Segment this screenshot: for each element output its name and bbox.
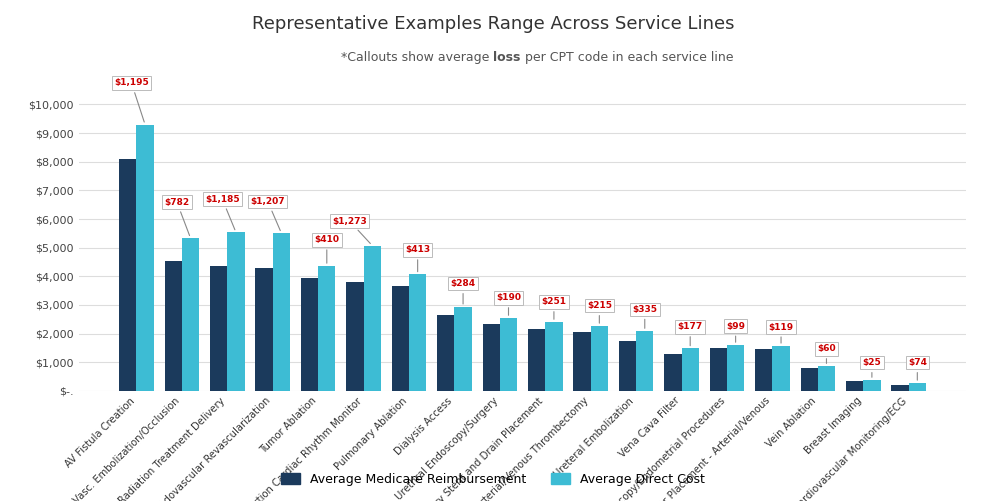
Text: $410: $410 (315, 235, 339, 263)
Bar (391, 286, 409, 391)
Bar (772, 346, 790, 391)
Text: Representative Examples Range Across Service Lines: Representative Examples Range Across Ser… (251, 15, 735, 33)
Text: $119: $119 (768, 323, 794, 343)
Bar (545, 322, 563, 391)
Text: $413: $413 (405, 245, 430, 272)
Text: loss: loss (493, 51, 521, 64)
Bar (619, 341, 636, 391)
Bar (846, 381, 864, 391)
Bar (437, 315, 455, 391)
Bar (346, 282, 364, 391)
Bar (864, 380, 880, 391)
Bar (210, 266, 228, 391)
Bar (891, 385, 909, 391)
Text: $782: $782 (165, 197, 189, 235)
Text: $215: $215 (587, 301, 612, 323)
Bar (665, 354, 681, 391)
Bar (318, 266, 335, 391)
Bar (528, 329, 545, 391)
Bar (681, 349, 699, 391)
Text: $1,207: $1,207 (250, 197, 285, 230)
Text: $60: $60 (817, 344, 836, 363)
Text: $335: $335 (632, 305, 658, 328)
Bar (591, 326, 608, 391)
Bar (364, 245, 381, 391)
Bar (181, 238, 199, 391)
Text: $251: $251 (541, 297, 566, 319)
Bar (727, 345, 744, 391)
Legend: Average Medicare Reimbursement, Average Direct Cost: Average Medicare Reimbursement, Average … (277, 469, 709, 490)
Bar (119, 159, 136, 391)
Bar (500, 318, 517, 391)
Text: $1,273: $1,273 (332, 216, 371, 243)
Bar (755, 349, 772, 391)
Text: $190: $190 (496, 293, 521, 315)
Bar (574, 332, 591, 391)
Text: *Callouts show average: *Callouts show average (340, 51, 493, 64)
Bar (482, 324, 500, 391)
Bar (255, 268, 273, 391)
Text: $284: $284 (451, 279, 475, 304)
Text: per CPT code in each service line: per CPT code in each service line (521, 51, 734, 64)
Bar (228, 232, 245, 391)
Bar (710, 348, 727, 391)
Bar (636, 331, 654, 391)
Bar (801, 368, 817, 391)
Bar (165, 261, 181, 391)
Bar (273, 233, 290, 391)
Text: $99: $99 (726, 322, 745, 342)
Text: $25: $25 (863, 358, 881, 377)
Bar (455, 307, 471, 391)
Bar (136, 125, 154, 391)
Bar (409, 275, 426, 391)
Text: $74: $74 (908, 358, 927, 380)
Text: $1,185: $1,185 (205, 195, 240, 230)
Text: $177: $177 (677, 322, 703, 346)
Text: $1,195: $1,195 (114, 79, 149, 122)
Bar (817, 366, 835, 391)
Bar (909, 383, 926, 391)
Bar (301, 278, 318, 391)
